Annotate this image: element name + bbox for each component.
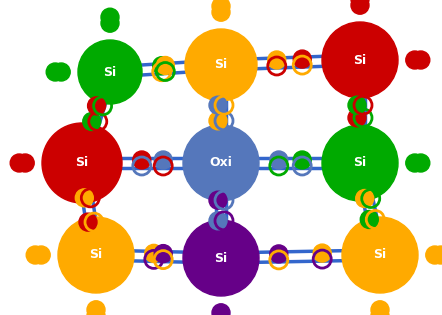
Circle shape xyxy=(322,125,398,201)
Circle shape xyxy=(101,8,119,26)
Circle shape xyxy=(268,51,286,69)
Circle shape xyxy=(145,244,163,262)
Circle shape xyxy=(270,245,288,263)
Circle shape xyxy=(293,151,311,169)
Circle shape xyxy=(83,112,101,130)
Circle shape xyxy=(79,213,97,231)
Circle shape xyxy=(322,22,398,98)
Circle shape xyxy=(360,210,378,228)
Circle shape xyxy=(293,50,311,68)
Circle shape xyxy=(75,189,93,207)
Circle shape xyxy=(16,154,34,172)
Circle shape xyxy=(87,301,105,315)
Text: Si: Si xyxy=(103,66,117,78)
Circle shape xyxy=(32,246,50,264)
Circle shape xyxy=(209,112,227,130)
Circle shape xyxy=(156,56,174,75)
Circle shape xyxy=(52,63,70,81)
Circle shape xyxy=(58,217,134,293)
Circle shape xyxy=(87,307,105,315)
Circle shape xyxy=(209,191,227,209)
Circle shape xyxy=(348,109,366,127)
Circle shape xyxy=(342,217,418,293)
Circle shape xyxy=(406,154,424,172)
Circle shape xyxy=(212,310,230,315)
Text: Si: Si xyxy=(89,249,103,261)
Circle shape xyxy=(46,63,64,81)
Circle shape xyxy=(185,29,257,101)
Text: Oxi: Oxi xyxy=(210,157,232,169)
Text: Si: Si xyxy=(354,157,366,169)
Circle shape xyxy=(351,0,369,14)
Circle shape xyxy=(432,246,442,264)
Circle shape xyxy=(212,3,230,21)
Circle shape xyxy=(183,220,259,296)
Circle shape xyxy=(10,154,28,172)
Circle shape xyxy=(101,14,119,32)
Circle shape xyxy=(313,244,331,262)
Circle shape xyxy=(212,304,230,315)
Circle shape xyxy=(351,0,369,8)
Circle shape xyxy=(42,123,122,203)
Circle shape xyxy=(270,151,288,169)
Text: Si: Si xyxy=(76,157,88,169)
Circle shape xyxy=(412,51,430,69)
Circle shape xyxy=(183,125,259,201)
Text: Si: Si xyxy=(373,249,387,261)
Circle shape xyxy=(154,245,172,263)
Circle shape xyxy=(78,40,142,104)
Circle shape xyxy=(356,190,374,208)
Circle shape xyxy=(209,212,227,230)
Circle shape xyxy=(212,0,230,15)
Text: Si: Si xyxy=(354,54,366,66)
Circle shape xyxy=(209,96,227,114)
Circle shape xyxy=(406,51,424,69)
Circle shape xyxy=(371,301,389,315)
Circle shape xyxy=(26,246,44,264)
Circle shape xyxy=(88,97,106,115)
Text: Si: Si xyxy=(214,251,228,265)
Circle shape xyxy=(154,151,172,169)
Circle shape xyxy=(348,96,366,114)
Circle shape xyxy=(426,246,442,264)
Text: Si: Si xyxy=(214,59,228,72)
Circle shape xyxy=(412,154,430,172)
Circle shape xyxy=(133,151,151,169)
Circle shape xyxy=(371,307,389,315)
Circle shape xyxy=(152,57,171,75)
